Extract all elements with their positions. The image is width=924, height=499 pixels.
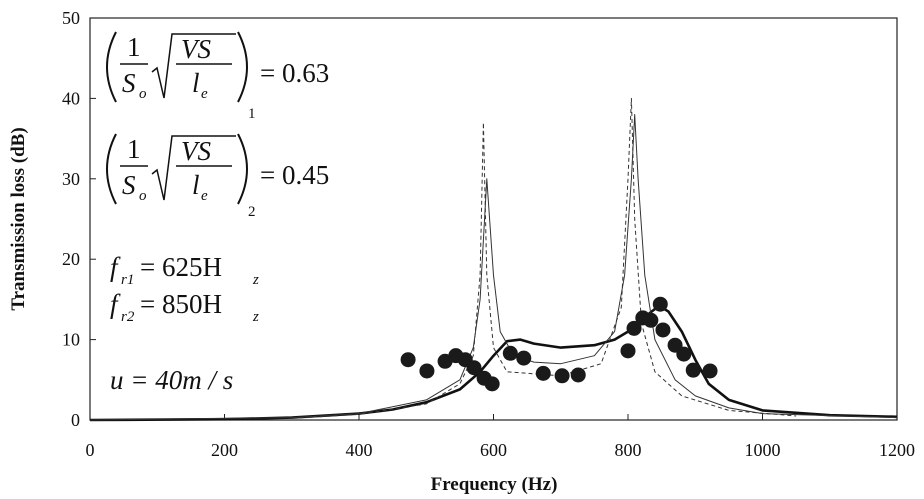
unit-sub: z [252, 309, 259, 325]
y-tick-label: 40 [62, 88, 80, 108]
symbol-sub: r1 [121, 272, 134, 288]
radicand-bottom: l [192, 170, 200, 200]
resonance-value: = 625H [140, 252, 222, 282]
sqrt [151, 135, 236, 201]
denominator-sub: o [139, 188, 147, 204]
radicand-bottom: l [192, 68, 200, 98]
paren [106, 133, 117, 205]
y-tick-label: 0 [71, 410, 80, 430]
resonance-2: f r2 = 850H z [110, 289, 259, 325]
y-tick-label: 20 [62, 249, 80, 269]
sqrt [151, 33, 236, 99]
plot-frame [89, 17, 898, 421]
x-tick-label: 800 [615, 440, 642, 460]
unit-sub: z [252, 272, 259, 288]
data-point [643, 312, 659, 328]
series-line [89, 306, 898, 422]
radicand-top: VS [181, 34, 211, 64]
series-line [89, 114, 898, 421]
x-axis-label: Frequency (Hz) [431, 474, 558, 495]
data-point [620, 343, 636, 359]
x-tick-label: 600 [480, 440, 507, 460]
y-tick-label: 10 [62, 330, 80, 350]
x-tick-label: 400 [346, 440, 373, 460]
data-point [655, 322, 671, 338]
numerator: 1 [127, 134, 141, 164]
data-point [400, 352, 416, 368]
data-point [702, 363, 718, 379]
resonance-value: = 850H [140, 289, 222, 319]
symbol-sub: r2 [121, 309, 135, 325]
data-point [466, 360, 482, 376]
data-point [676, 346, 692, 362]
denominator: S [122, 170, 136, 200]
data-point [484, 376, 500, 392]
y-tick-label: 50 [62, 8, 80, 28]
flow-speed: u = 40m / s [110, 365, 233, 395]
formula-1: 1 S o VS l e 1 = 0.63 [106, 31, 329, 122]
x-tick-label: 1200 [879, 440, 915, 460]
data-point [535, 365, 551, 381]
formula-2: 1 S o VS l e 2 = 0.45 [106, 133, 329, 220]
data-point [570, 367, 586, 383]
paren [237, 31, 248, 103]
x-tick-label: 1000 [745, 440, 781, 460]
outer-sub: 1 [248, 106, 256, 122]
data-point [652, 296, 668, 312]
data-point [685, 362, 701, 378]
symbol: f [110, 289, 121, 319]
data-point [516, 350, 532, 366]
x-tick-label: 200 [211, 440, 238, 460]
x-tick-label: 0 [86, 440, 95, 460]
data-point [626, 320, 642, 336]
formula-value: = 0.63 [260, 58, 329, 88]
radicand-bottom-sub: e [201, 86, 208, 102]
series-line [291, 97, 797, 419]
y-tick-label: 30 [62, 169, 80, 189]
y-axis-label: Transmission loss (dB) [8, 127, 29, 310]
resonance-1: f r1 = 625H z [110, 252, 259, 288]
data-point [502, 345, 518, 361]
denominator: S [122, 68, 136, 98]
radicand-bottom-sub: e [201, 188, 208, 204]
data-point [419, 363, 435, 379]
symbol: f [110, 252, 121, 282]
denominator-sub: o [139, 86, 147, 102]
radicand-top: VS [181, 136, 211, 166]
paren [106, 31, 117, 103]
numerator: 1 [127, 32, 141, 62]
formula-value: = 0.45 [260, 160, 329, 190]
paren [237, 133, 248, 205]
data-point [554, 368, 570, 384]
outer-sub: 2 [248, 204, 256, 220]
